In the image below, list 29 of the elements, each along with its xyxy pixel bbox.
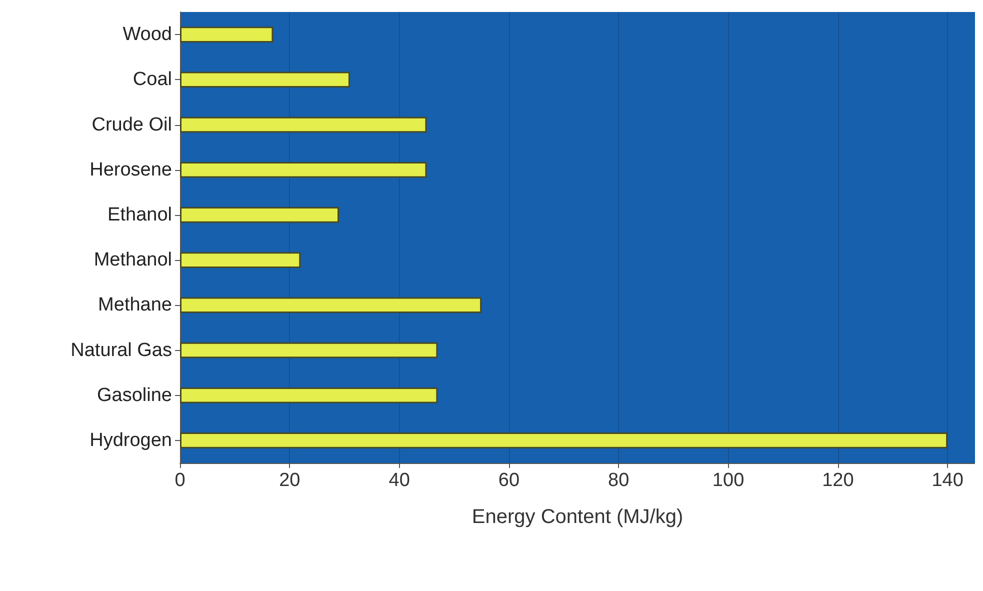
x-tick-label: 140 <box>932 470 964 491</box>
x-tick-label: 40 <box>388 470 410 491</box>
bar <box>180 26 274 42</box>
bar <box>180 252 301 268</box>
bar <box>180 207 339 223</box>
bar <box>180 297 482 314</box>
y-tick-label: Coal <box>132 69 172 90</box>
y-tick-label: Wood <box>122 24 172 46</box>
y-tick-label: Gasoline <box>97 384 172 406</box>
bar <box>180 116 427 133</box>
x-tick-label: 120 <box>822 470 854 491</box>
bar <box>180 387 438 404</box>
x-tick-label: 80 <box>608 470 630 491</box>
y-tick-label: Crude Oil <box>92 114 172 136</box>
bar <box>180 342 438 358</box>
x-tick-label: 0 <box>174 470 186 491</box>
x-tick-label: 60 <box>498 470 520 491</box>
bar <box>180 72 350 88</box>
y-tick-label: Natural Gas <box>70 340 172 361</box>
x-tick-label: 20 <box>279 470 300 491</box>
y-tick-label: Methane <box>98 294 172 316</box>
y-tick-label: Ethanol <box>108 204 172 226</box>
bar <box>180 432 948 448</box>
x-tick-label: 100 <box>712 470 744 491</box>
x-axis-title: Energy Content (MJ/kg) <box>472 506 684 528</box>
y-tick-label: Hydrogen <box>90 430 172 451</box>
y-tick-label: Herosene <box>90 159 172 180</box>
bar <box>180 162 427 178</box>
y-tick-label: Methanol <box>94 250 172 271</box>
